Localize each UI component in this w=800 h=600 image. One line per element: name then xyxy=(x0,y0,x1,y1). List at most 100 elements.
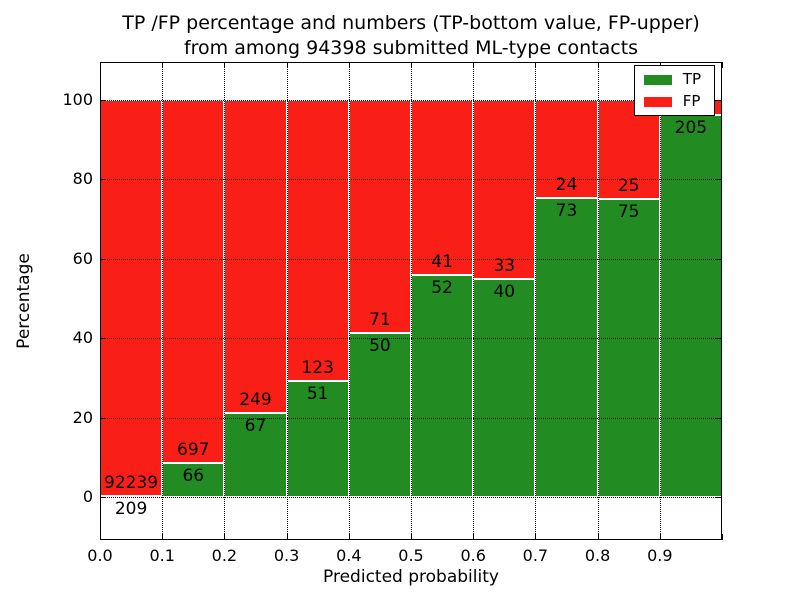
tp-count-label: 50 xyxy=(369,335,391,356)
fp-count-label: 41 xyxy=(431,251,453,272)
legend: TP FP xyxy=(633,65,715,116)
y-tick-mark xyxy=(100,338,106,340)
x-tick-mark xyxy=(100,534,101,540)
tp-count-label: 66 xyxy=(182,465,205,486)
y-tick-label: 0 xyxy=(82,487,93,506)
v-gridline xyxy=(286,62,288,540)
bar-segment-tp xyxy=(535,198,598,497)
x-tick-label: 0.3 xyxy=(273,546,300,565)
x-tick-mark xyxy=(286,62,288,68)
y-axis-title: Percentage xyxy=(14,253,34,349)
x-tick-mark xyxy=(100,62,101,68)
bar-segment-fp xyxy=(100,99,163,497)
x-tick-label: 0.8 xyxy=(584,546,611,565)
fp-count-label: 249 xyxy=(239,389,272,410)
bar-segment-tp xyxy=(659,114,722,497)
v-gridline xyxy=(535,62,537,540)
x-tick-mark xyxy=(162,62,164,68)
bar-segment-tp xyxy=(473,279,536,497)
x-axis-title: Predicted probability xyxy=(323,567,499,587)
plot-area: 92239 209 697 66 249 67 123 51 71 50 41 52 33 40 24 73 2… xyxy=(100,62,723,540)
y-tick-label: 80 xyxy=(72,169,93,189)
tp-count-label: 209 xyxy=(114,499,148,520)
tp-count-label: 67 xyxy=(244,415,267,436)
legend-label-tp: TP xyxy=(682,70,701,88)
y-tick-mark xyxy=(716,99,722,101)
legend-item-fp: FP xyxy=(643,92,701,110)
bar-segment-fp xyxy=(224,99,287,413)
bar-segment-fp xyxy=(411,99,474,275)
fp-count-label: 697 xyxy=(177,439,210,460)
x-tick-mark xyxy=(348,534,350,540)
y-tick-mark xyxy=(100,179,106,181)
bar-segment-tp xyxy=(597,199,660,497)
x-tick-mark xyxy=(411,62,412,68)
y-tick-label: 20 xyxy=(72,407,93,427)
tp-count-label: 75 xyxy=(617,202,640,223)
fp-count-label: 92239 xyxy=(104,473,159,494)
fp-count-label: 123 xyxy=(301,357,334,378)
x-tick-mark xyxy=(597,534,599,540)
chart-title-line2: from among 94398 submitted ML-type conta… xyxy=(183,37,639,59)
fp-count-label: 24 xyxy=(555,175,578,196)
bar-segment-tp xyxy=(348,332,411,497)
bar-segment-fp xyxy=(286,99,349,381)
bar-segment-fp xyxy=(162,99,225,463)
x-tick-label: 0.4 xyxy=(336,546,362,565)
y-tick-mark xyxy=(716,258,722,260)
fp-count-label: 33 xyxy=(493,256,516,277)
tp-count-label: 73 xyxy=(555,201,578,222)
tp-count-label: 205 xyxy=(674,117,708,138)
v-gridline xyxy=(473,62,475,540)
legend-label-fp: FP xyxy=(682,92,701,110)
y-tick-mark xyxy=(716,179,722,181)
legend-swatch-tp-icon xyxy=(643,74,672,85)
v-gridline xyxy=(224,62,226,540)
x-tick-label: 0.7 xyxy=(522,546,549,565)
y-tick-label: 40 xyxy=(72,328,93,348)
y-tick-mark xyxy=(716,338,722,340)
x-tick-label: 0.0 xyxy=(87,546,113,565)
tp-count-label: 51 xyxy=(306,383,329,404)
bar-segment-fp xyxy=(597,99,660,200)
bar-segment-tp xyxy=(411,274,474,497)
x-tick-mark xyxy=(224,62,226,68)
x-tick-label: 0.9 xyxy=(647,546,673,565)
v-gridline xyxy=(411,62,412,540)
v-gridline xyxy=(162,62,164,540)
y-tick-label: 60 xyxy=(72,248,93,268)
x-tick-label: 0.1 xyxy=(149,546,175,565)
x-tick-mark xyxy=(411,534,412,540)
x-tick-mark xyxy=(659,534,661,540)
x-tick-mark xyxy=(348,62,350,68)
chart-title-line1: TP /FP percentage and numbers (TP-bottom… xyxy=(122,12,700,34)
bar-segment-fp xyxy=(473,99,536,280)
tp-count-label: 52 xyxy=(431,277,453,298)
x-tick-mark xyxy=(162,534,164,540)
bar-segment-fp xyxy=(348,99,411,333)
bar-segment-tp xyxy=(286,380,349,497)
y-tick-mark xyxy=(100,497,106,498)
x-tick-mark xyxy=(224,534,226,540)
x-tick-mark xyxy=(286,534,288,540)
y-tick-mark xyxy=(716,417,722,419)
y-tick-mark xyxy=(100,417,106,419)
v-gridline xyxy=(348,62,350,540)
x-tick-mark xyxy=(722,62,723,68)
y-tick-label: 100 xyxy=(62,89,93,109)
tp-count-label: 40 xyxy=(493,282,516,303)
x-tick-label: 0.6 xyxy=(460,546,486,565)
y-tick-mark xyxy=(100,258,106,260)
y-tick-mark xyxy=(100,99,106,101)
x-tick-mark xyxy=(722,534,723,540)
legend-swatch-fp-icon xyxy=(643,96,672,107)
v-gridline xyxy=(597,62,599,540)
v-gridline xyxy=(659,62,661,540)
x-tick-mark xyxy=(473,534,475,540)
x-tick-label: 0.2 xyxy=(211,546,238,565)
bar-segment-fp xyxy=(535,99,598,199)
x-tick-mark xyxy=(597,62,599,68)
x-tick-mark xyxy=(473,62,475,68)
x-tick-mark xyxy=(535,62,537,68)
